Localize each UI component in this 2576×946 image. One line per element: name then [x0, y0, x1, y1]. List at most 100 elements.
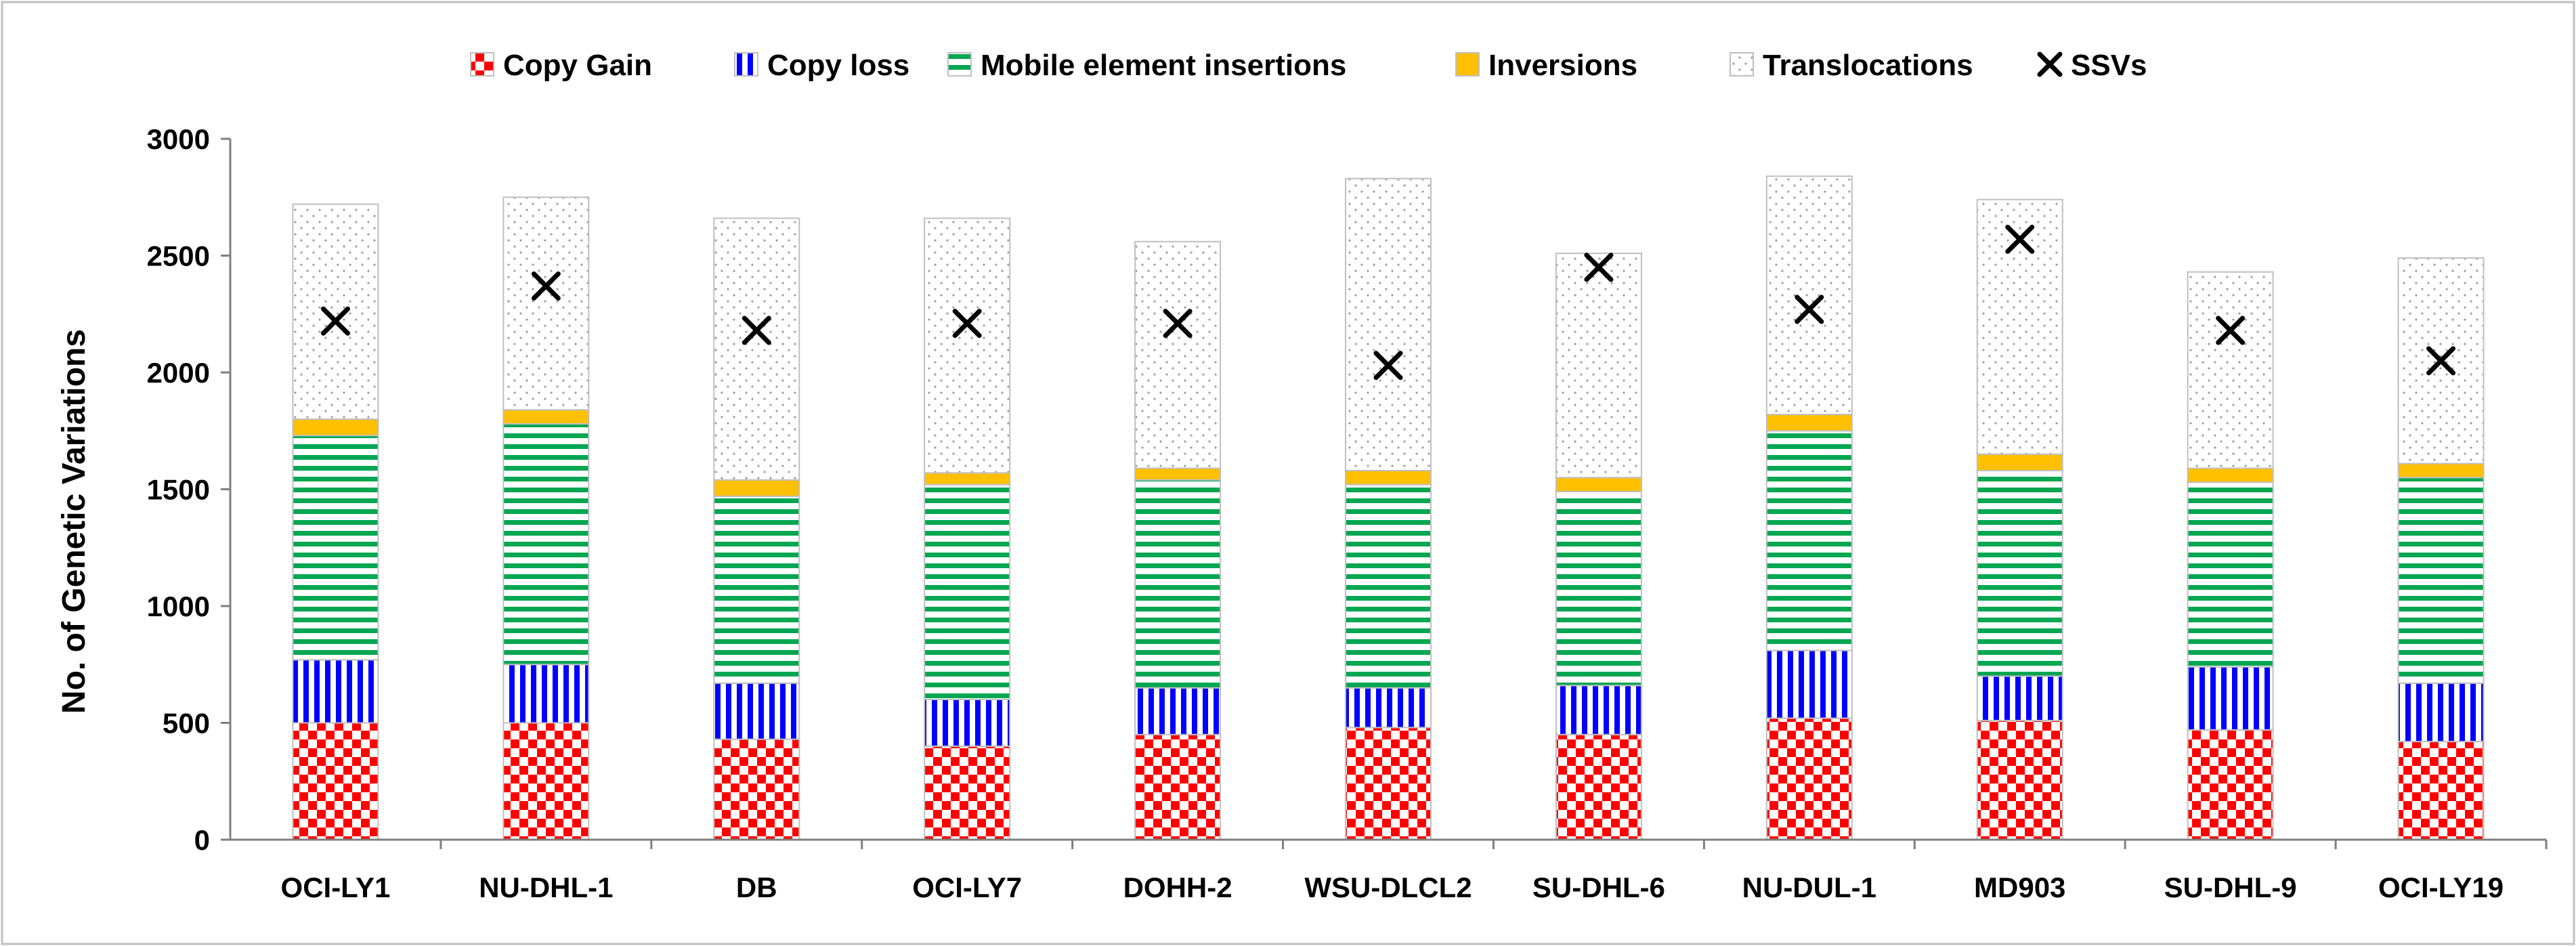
- x-tick-label-dohh-2: DOHH-2: [1123, 872, 1232, 903]
- bar-inversions-oci-ly7: [924, 472, 1011, 486]
- bar-inversions-md903: [1976, 453, 2063, 471]
- bar-translocations-su-dhl-9: [2187, 271, 2274, 469]
- ssv-markers: [320, 224, 2456, 381]
- bar-copy-gain-md903: [1976, 720, 2063, 841]
- bar-copy-gain-dohh-2: [1134, 733, 1222, 840]
- bar-copy-gain-nu-dhl-1: [502, 722, 590, 840]
- legend-label: Inversions: [1488, 49, 1637, 82]
- bar-copy-gain-oci-ly1: [292, 722, 379, 840]
- bar-copy-loss-md903: [1976, 675, 2063, 722]
- bar-inversions-oci-ly19: [2397, 463, 2485, 479]
- bar-copy-loss-nu-dhl-1: [502, 664, 590, 724]
- bar-mobile-element-insertions-md903: [1976, 469, 2063, 677]
- bar-copy-loss-nu-dul-1: [1765, 649, 1853, 719]
- bar-mobile-element-insertions-su-dhl-9: [2187, 481, 2274, 668]
- y-tick-label: 0: [194, 824, 210, 856]
- ssv-marker-oci-ly19: [2426, 346, 2456, 376]
- ssv-marker-su-dhl-9: [2216, 316, 2246, 345]
- bar-copy-loss-oci-ly1: [292, 659, 379, 724]
- ssv-marker-su-dhl-6: [1584, 253, 1614, 282]
- legend-item-copy-loss: Copy loss: [734, 49, 909, 82]
- bar-copy-loss-db: [713, 682, 800, 740]
- x-tick-label-su-dhl-9: SU-DHL-9: [2164, 872, 2297, 903]
- bar-translocations-nu-dul-1: [1765, 175, 1853, 416]
- bar-copy-gain-db: [713, 738, 800, 841]
- legend-label: Copy Gain: [503, 49, 652, 82]
- bar-mobile-element-insertions-su-dhl-6: [1555, 490, 1642, 687]
- bar-mobile-element-insertions-oci-ly7: [924, 483, 1011, 700]
- bar-translocations-db: [713, 217, 800, 481]
- bar-mobile-element-insertions-db: [713, 495, 800, 684]
- y-tick-label: 1000: [147, 590, 210, 622]
- bar-copy-gain-su-dhl-6: [1555, 733, 1642, 840]
- y-tick-label: 500: [163, 708, 210, 739]
- bar-inversions-nu-dul-1: [1765, 414, 1853, 432]
- bar-inversions-su-dhl-9: [2187, 467, 2274, 483]
- bar-inversions-nu-dhl-1: [502, 409, 590, 425]
- legend-item-ssvs: SSVs: [2037, 49, 2147, 82]
- bar-mobile-element-insertions-oci-ly1: [292, 435, 379, 661]
- ssv-marker-wsu-dlcl2: [1373, 351, 1403, 381]
- legend-item-copy-gain: Copy Gain: [470, 49, 652, 82]
- bar-translocations-wsu-dlcl2: [1345, 177, 1432, 471]
- x-tick-label-nu-dul-1: NU-DUL-1: [1742, 872, 1876, 903]
- y-tick-label: 1500: [147, 474, 210, 506]
- x-tick-label-nu-dhl-1: NU-DHL-1: [479, 872, 613, 903]
- bar-copy-gain-wsu-dlcl2: [1345, 727, 1432, 841]
- bar-mobile-element-insertions-wsu-dlcl2: [1345, 483, 1432, 689]
- bar-copy-loss-oci-ly7: [924, 699, 1011, 747]
- x-tick-label-su-dhl-6: SU-DHL-6: [1532, 872, 1665, 903]
- bar-translocations-oci-ly1: [292, 203, 379, 420]
- bar-inversions-wsu-dlcl2: [1345, 469, 1432, 486]
- ssv-marker-db: [742, 316, 771, 345]
- bar-copy-gain-su-dhl-9: [2187, 729, 2274, 840]
- y-axis-label: No. of Genetic Variations: [56, 329, 92, 714]
- legend: Copy Gain Copy loss Mobile element inserti…: [470, 49, 2147, 82]
- x-tick-label-oci-ly1: OCI-LY1: [281, 872, 391, 903]
- y-tick-label: 2500: [147, 240, 210, 272]
- bar-translocations-su-dhl-6: [1555, 253, 1642, 479]
- x-axis: OCI-LY1 NU-DHL-1 DB OCI-LY7 DOHH-2 WSU-DLCL2 S…: [281, 840, 2548, 903]
- legend-item-inversions: Inversions: [1455, 49, 1637, 82]
- bar-translocations-dohh-2: [1134, 240, 1222, 469]
- bar-mobile-element-insertions-oci-ly19: [2397, 477, 2485, 684]
- bar-copy-loss-dohh-2: [1134, 687, 1222, 735]
- legend-label: Copy loss: [767, 49, 909, 82]
- bar-mobile-element-insertions-dohh-2: [1134, 479, 1222, 689]
- bar-copy-gain-oci-ly19: [2397, 741, 2485, 840]
- x-tick-label-oci-ly19: OCI-LY19: [2378, 872, 2504, 903]
- bar-copy-loss-wsu-dlcl2: [1345, 687, 1432, 729]
- bar-inversions-oci-ly1: [292, 418, 379, 437]
- bar-translocations-nu-dhl-1: [502, 196, 590, 411]
- bar-mobile-element-insertions-nu-dul-1: [1765, 430, 1853, 651]
- x-tick-label-md903: MD903: [1974, 872, 2065, 903]
- legend-item-mobile-element-insertions: Mobile element insertions: [947, 49, 1346, 82]
- bar-copy-gain-oci-ly7: [924, 746, 1011, 840]
- ssv-marker-dohh-2: [1163, 309, 1193, 339]
- legend-label: Mobile element insertions: [981, 49, 1346, 82]
- x-tick-label-db: DB: [736, 872, 777, 903]
- bar-translocations-oci-ly7: [924, 217, 1011, 474]
- y-tick-label: 2000: [147, 357, 210, 389]
- ssv-marker-md903: [2005, 224, 2035, 254]
- y-axis: 0 500 1000 1500 2000 2500 3000: [147, 123, 230, 856]
- bar-inversions-su-dhl-6: [1555, 477, 1642, 492]
- bar-copy-loss-oci-ly19: [2397, 682, 2485, 743]
- x-tick-label-wsu-dlcl2: WSU-DLCL2: [1304, 872, 1472, 903]
- legend-label: Translocations: [1763, 49, 1973, 82]
- ssv-marker-nu-dhl-1: [531, 271, 561, 301]
- bar-inversions-dohh-2: [1134, 467, 1222, 481]
- bar-inversions-db: [713, 479, 800, 497]
- bar-copy-loss-su-dhl-6: [1555, 685, 1642, 735]
- legend-item-translocations: Translocations: [1730, 49, 1973, 82]
- legend-label: SSVs: [2071, 49, 2147, 82]
- bar-copy-gain-nu-dul-1: [1765, 717, 1853, 840]
- x-tick-label-oci-ly7: OCI-LY7: [912, 872, 1022, 903]
- ssv-marker-oci-ly1: [320, 306, 350, 336]
- y-tick-label: 3000: [147, 123, 210, 155]
- bar-mobile-element-insertions-nu-dhl-1: [502, 423, 590, 666]
- bar-copy-loss-su-dhl-9: [2187, 666, 2274, 731]
- ssv-marker-nu-dul-1: [1795, 295, 1824, 324]
